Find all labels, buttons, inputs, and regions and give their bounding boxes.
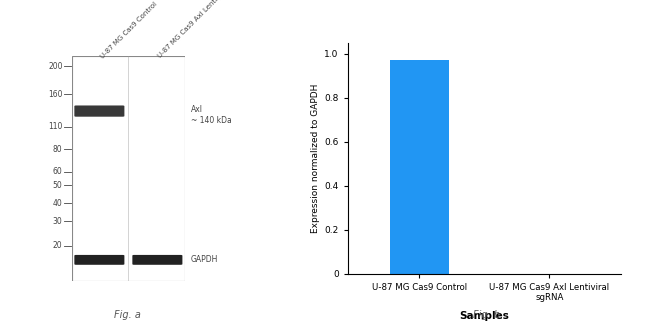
Y-axis label: Expression normalized to GAPDH: Expression normalized to GAPDH (311, 84, 320, 233)
Text: Fig. a: Fig. a (114, 310, 141, 320)
Text: U-87 MG Cas9 Axl Lentiviral sgRNA: U-87 MG Cas9 Axl Lentiviral sgRNA (157, 0, 248, 59)
Text: 200: 200 (48, 62, 62, 71)
Text: 160: 160 (48, 90, 62, 99)
Text: 110: 110 (48, 122, 62, 131)
Text: Fig. b: Fig. b (473, 310, 500, 320)
Text: GAPDH: GAPDH (191, 255, 218, 264)
FancyBboxPatch shape (74, 255, 124, 265)
Text: 20: 20 (53, 241, 62, 250)
X-axis label: Samples: Samples (460, 311, 509, 321)
Text: 80: 80 (53, 145, 62, 154)
Text: U-87 MG Cas9 Control: U-87 MG Cas9 Control (100, 1, 159, 59)
Text: 60: 60 (53, 167, 62, 176)
Text: Axl
~ 140 kDa: Axl ~ 140 kDa (191, 106, 231, 125)
FancyBboxPatch shape (133, 255, 183, 265)
Text: 40: 40 (53, 199, 62, 208)
FancyBboxPatch shape (74, 106, 124, 117)
Text: 30: 30 (53, 216, 62, 225)
Bar (390, 60, 448, 274)
Text: 50: 50 (53, 181, 62, 190)
